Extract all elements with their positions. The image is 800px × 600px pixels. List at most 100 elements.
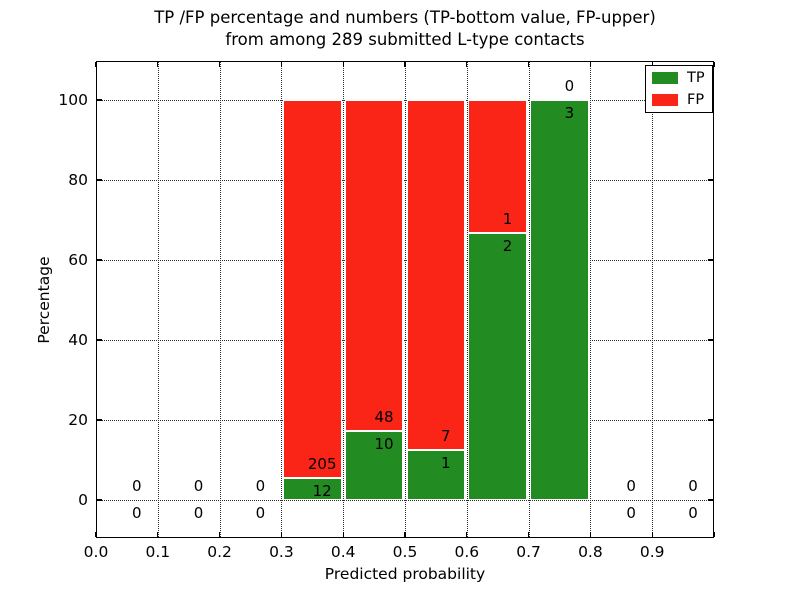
x-tick-top: [651, 62, 653, 67]
x-tick-top: [218, 62, 221, 67]
chart-title: TP /FP percentage and numbers (TP-bottom…: [96, 7, 714, 51]
tp-count-label: 0: [193, 504, 204, 522]
x-axis-label: Predicted probability: [324, 565, 486, 583]
fp-count-label: 1: [502, 210, 513, 229]
x-tick-top: [404, 62, 406, 67]
tp-count-label: 3: [564, 104, 575, 122]
gridline-x-0.5: [405, 62, 406, 537]
x-tick-bottom: [218, 532, 221, 537]
bar-fp-0.4: [344, 100, 404, 432]
x-tick-label-0.1: 0.1: [145, 543, 171, 561]
x-tick-bottom: [342, 532, 344, 537]
gridline-y-100: [97, 100, 713, 101]
y-tick-label-60: 60: [68, 251, 88, 269]
gridline-x-0.6: [466, 62, 468, 537]
x-tick-bottom: [589, 532, 592, 537]
y-tick-label-80: 80: [68, 171, 88, 189]
legend-item-fp: FP: [652, 89, 712, 110]
y-tick-right: [708, 179, 713, 181]
gridline-x-0.4: [343, 62, 345, 537]
y-tick-left: [97, 419, 102, 421]
x-tick-label-0.5: 0.5: [392, 543, 418, 561]
fp-count-label: 48: [374, 408, 394, 427]
x-tick-label-0.7: 0.7: [516, 543, 541, 561]
tp-legend-label: TP: [687, 69, 705, 86]
gridline-x-0.8: [590, 62, 592, 537]
y-tick-label-0: 0: [78, 491, 88, 509]
x-tick-bottom: [157, 532, 159, 537]
y-axis-label: Percentage: [35, 256, 53, 344]
y-tick-right: [708, 339, 713, 341]
x-tick-top: [342, 62, 344, 67]
tp-count-label: 0: [626, 504, 636, 522]
y-tick-label-40: 40: [68, 331, 88, 349]
x-tick-top: [713, 62, 715, 67]
y-tick-left: [97, 339, 102, 341]
bar-tp-0.6: [468, 233, 528, 500]
x-tick-bottom: [404, 532, 406, 537]
bar-tp-0.3: [282, 477, 342, 500]
y-tick-left: [97, 99, 102, 101]
tp-count-label: 12: [312, 481, 332, 500]
x-tick-label-0.9: 0.9: [639, 543, 665, 561]
x-tick-bottom: [713, 532, 715, 537]
x-tick-bottom: [651, 532, 653, 537]
gridline-y-40: [97, 340, 713, 341]
gridline-y-20: [97, 420, 713, 421]
x-tick-bottom: [95, 532, 97, 537]
gridline-x-0.7: [528, 62, 530, 537]
x-tick-top: [589, 62, 592, 67]
y-tick-left: [97, 179, 102, 181]
bar-tp-0.4: [344, 431, 404, 500]
chart-title-line1: TP /FP percentage and numbers (TP-bottom…: [154, 8, 656, 27]
bar-fp-0.5: [406, 100, 466, 450]
fp-count-label: 0: [688, 477, 698, 495]
legend: TP FP: [645, 65, 713, 113]
fp-legend-swatch: [652, 93, 678, 106]
gridline-x-0.9: [652, 62, 654, 537]
fp-count-label: 0: [564, 77, 575, 95]
fp-count-label: 0: [626, 477, 636, 495]
fp-count-label: 0: [255, 477, 266, 495]
y-tick-right: [708, 419, 713, 421]
x-tick-label-0.4: 0.4: [330, 543, 356, 561]
tp-count-label: 0: [688, 504, 698, 522]
fp-count-label: 7: [441, 427, 451, 445]
x-tick-label-0.6: 0.6: [454, 543, 480, 561]
y-tick-left: [97, 259, 102, 261]
tp-count-label: 2: [502, 237, 513, 256]
tp-count-label: 0: [255, 504, 266, 522]
tp-count-label: 1: [441, 454, 451, 472]
y-tick-left: [97, 499, 102, 501]
x-tick-label-0.2: 0.2: [207, 543, 232, 561]
x-tick-top: [527, 62, 530, 67]
y-tick-label-20: 20: [68, 411, 88, 429]
x-tick-label-0.3: 0.3: [269, 543, 294, 561]
y-tick-right: [708, 499, 713, 501]
y-tick-right: [708, 259, 713, 261]
tp-legend-swatch: [652, 71, 678, 84]
x-tick-top: [466, 62, 468, 67]
x-tick-bottom: [466, 532, 468, 537]
gridline-x-0.1: [157, 62, 159, 537]
chart-title-line2: from among 289 submitted L-type contacts: [225, 30, 585, 49]
bar-fp-0.6: [468, 100, 528, 234]
gridline-y-0: [97, 500, 713, 501]
bar-tp-0.5: [406, 450, 466, 500]
x-tick-top: [95, 62, 97, 67]
x-tick-label-0.0: 0.0: [83, 543, 109, 561]
x-tick-top: [157, 62, 159, 67]
tp-count-label: 10: [374, 435, 394, 454]
gridline-y-60: [97, 260, 713, 261]
gridline-y-80: [97, 180, 713, 181]
fp-legend-label: FP: [687, 91, 705, 108]
x-tick-bottom: [527, 532, 530, 537]
gridline-x-0.2: [219, 62, 221, 537]
y-tick-label-100: 100: [58, 91, 88, 109]
fp-count-label: 0: [193, 477, 204, 495]
fp-count-label: 205: [307, 454, 337, 473]
x-tick-label-0.8: 0.8: [578, 543, 603, 561]
tp-count-label: 0: [132, 504, 142, 522]
fp-count-label: 0: [132, 477, 142, 495]
